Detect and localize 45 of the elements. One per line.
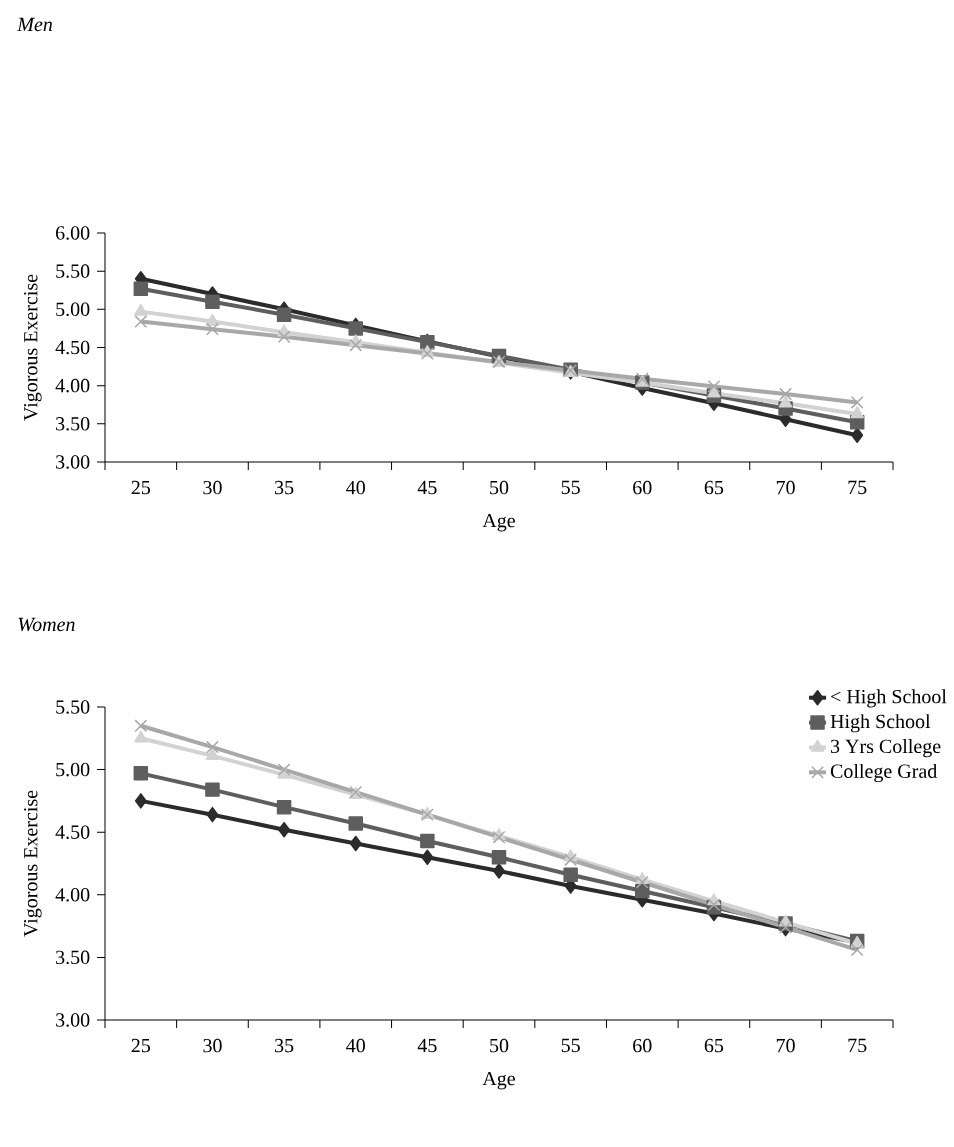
y-tick-label: 4.50: [55, 825, 90, 839]
y-tick-label: 4.50: [55, 340, 90, 355]
x-tick-label: 50: [490, 1038, 509, 1053]
x-tick-label: 45: [417, 480, 437, 495]
x-tick-label: 40: [346, 1038, 365, 1053]
x-tick-label: 50: [490, 480, 509, 495]
x-tick-label: 30: [203, 1038, 222, 1053]
x-tick-label: 75: [848, 1038, 867, 1053]
x-axis-title: Age: [482, 513, 515, 532]
y-tick-label: 3.50: [56, 417, 90, 431]
chart-title: Men: [17, 17, 53, 32]
y-tick-label: 3.50: [56, 950, 90, 965]
x-tick-label: 55: [561, 1038, 580, 1053]
x-tick-label: 70: [776, 480, 795, 495]
x-tick-label: 60: [633, 480, 652, 495]
chart-title: Women: [18, 617, 75, 632]
y-axis-title: Vigorous Exercise: [24, 790, 42, 937]
x-tick-label: 55: [561, 480, 580, 495]
x-tick-label: 45: [417, 1038, 437, 1053]
x-tick-label: 25: [131, 1038, 151, 1053]
legend-label: High School: [830, 714, 931, 733]
x-tick-label: 25: [131, 480, 151, 495]
x-tick-label: 70: [776, 1038, 795, 1053]
legend-label: 3 Yrs College: [831, 739, 941, 758]
y-tick-label: 5.50: [56, 700, 90, 714]
x-tick-label: 60: [633, 1038, 652, 1053]
y-tick-label: 4.00: [55, 378, 90, 393]
x-axis-title: Age: [482, 1071, 515, 1090]
y-tick-label: 5.50: [56, 264, 90, 278]
y-tick-label: 3.00: [56, 1013, 90, 1027]
y-tick-label: 6.00: [56, 226, 90, 240]
x-tick-label: 65: [704, 1038, 724, 1053]
y-tick-label: 3.00: [56, 455, 90, 469]
x-tick-label: 35: [275, 1038, 294, 1053]
x-tick-label: 30: [203, 480, 222, 495]
x-tick-label: 65: [704, 480, 724, 495]
x-tick-label: 40: [346, 480, 365, 495]
y-tick-label: 5.00: [56, 762, 90, 777]
y-axis-title: Vigorous Exercise: [24, 274, 42, 421]
y-tick-label: 5.00: [56, 302, 90, 317]
x-tick-label: 75: [848, 480, 867, 495]
legend-label: College Grad: [830, 763, 938, 783]
y-tick-label: 4.00: [55, 888, 90, 902]
legend-label: < High School: [831, 689, 947, 708]
x-tick-label: 35: [275, 480, 294, 495]
